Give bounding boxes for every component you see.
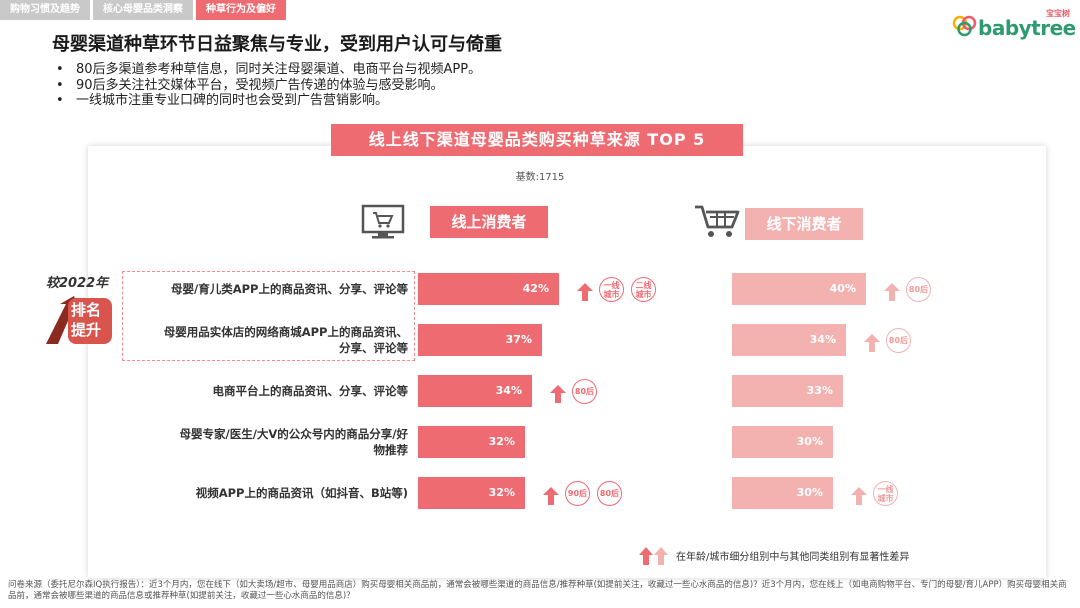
tag-text: 城市 (603, 289, 620, 299)
offline-bar: 40% (732, 273, 866, 305)
tag-text: 城市 (635, 289, 652, 299)
category-label: 母婴专家/医生/大V的公众号内的商品分享/好物推荐 (108, 426, 409, 458)
rank-improved-highlight (122, 271, 415, 361)
category-label: 电商平台上的商品资讯、分享、评论等 (108, 383, 409, 399)
compare-year-label: 较2022年 (46, 276, 109, 291)
logo-cn-text: 宝宝树 (1046, 9, 1070, 18)
significance-tag: 二线 城市 (631, 277, 656, 302)
significance-tag: 80后 (906, 277, 931, 302)
significance-tag: 80后 (886, 328, 911, 353)
offline-consumers-header: 线下消费者 (745, 208, 863, 240)
category-label-line: 母婴专家/医生/大V的公众号内的商品分享/好 (179, 427, 409, 441)
tag-text: 城市 (877, 493, 894, 503)
rank-up-line2: 提升 (70, 321, 101, 339)
category-label: 母婴/育儿类APP上的商品资讯、分享、评论等 (108, 281, 408, 297)
bullet-item: 80后多渠道参考种草信息，同时关注母婴渠道、电商平台与视频APP。 (54, 62, 481, 78)
category-label-line: 分享、评论等 (339, 341, 408, 355)
bullet-item: 90后多关注社交媒体平台，受视频广告传递的体验与感受影响。 (54, 78, 481, 94)
footnote: 问卷来源（委托尼尔森IQ执行报告）：近3个月内，您在线下（如大卖场/超市、母婴用… (8, 580, 1067, 601)
category-label: 视频APP上的商品资讯（如抖音、B站等) (108, 485, 408, 501)
babytree-logo: 宝宝树 babytree (950, 6, 1076, 40)
significance-up-arrow (550, 385, 566, 403)
tab-seeding-behavior[interactable]: 种草行为及偏好 (196, 0, 286, 20)
category-label: 母婴用品实体店的网络商城APP上的商品资讯、分享、评论等 (108, 324, 408, 356)
online-bar: 37% (418, 324, 542, 356)
tab-shopping-habits[interactable]: 购物习惯及趋势 (0, 0, 90, 20)
rank-up-label: 排名 提升 (66, 300, 106, 340)
section-tabs: 购物习惯及趋势 核心母婴品类洞察 种草行为及偏好 (0, 0, 289, 20)
significance-up-arrow (577, 283, 593, 301)
online-bar: 34% (418, 375, 532, 407)
logo-en-text: babytree (978, 16, 1076, 40)
offline-bar: 34% (732, 324, 846, 356)
category-label-line: 母婴用品实体店的网络商城APP上的商品资讯、 (163, 325, 408, 339)
chart-panel (88, 146, 1046, 578)
legend-text: 在年龄/城市细分组别中与其他同类组别有显著性差异 (676, 552, 910, 563)
bullet-item: 一线城市注重专业口碑的同时也会受到广告营销影响。 (54, 93, 481, 109)
page-title: 母婴渠道种草环节日益聚焦与专业，受到用户认可与倚重 (52, 34, 502, 55)
significance-tag: 80后 (597, 481, 622, 506)
online-bar: 32% (418, 477, 525, 509)
tag-text: 一线 (603, 280, 620, 290)
significance-tag: 80后 (572, 379, 597, 404)
category-label-line: 物推荐 (373, 443, 409, 457)
significance-up-arrow (884, 283, 900, 301)
significance-up-arrow (864, 334, 880, 352)
significance-tag: 一线 城市 (873, 481, 898, 506)
offline-bar: 30% (732, 477, 833, 509)
category-label-line: 视频APP上的商品资讯（如抖音、B站等) (195, 486, 408, 500)
up-arrow-icon (639, 547, 668, 565)
babytree-logo-mark-icon (952, 15, 977, 37)
shopping-cart-icon (695, 205, 740, 237)
significance-up-arrow (543, 487, 559, 505)
tag-text: 二线 (635, 280, 652, 290)
rank-up-arrow-icon (46, 296, 112, 344)
significance-tag: 一线 城市 (599, 277, 624, 302)
online-consumers-header: 线上消费者 (430, 206, 548, 238)
rank-up-line1: 排名 (70, 301, 101, 319)
chart-title: 线上线下渠道母婴品类购买种草来源 TOP 5 (331, 124, 743, 156)
tab-core-category[interactable]: 核心母婴品类洞察 (93, 0, 193, 20)
category-label-line: 母婴/育儿类APP上的商品资讯、分享、评论等 (171, 282, 408, 296)
insight-bullets: 80后多渠道参考种草信息，同时关注母婴渠道、电商平台与视频APP。 90后多关注… (54, 62, 481, 109)
offline-bar: 33% (732, 375, 843, 407)
tag-text: 一线 (877, 484, 894, 494)
significance-tag: 90后 (565, 481, 590, 506)
online-bar: 32% (418, 426, 525, 458)
computer-cart-icon (361, 204, 405, 239)
offline-bar: 30% (732, 426, 833, 458)
category-label-line: 电商平台上的商品资讯、分享、评论等 (212, 384, 409, 398)
significance-up-arrow (851, 487, 867, 505)
online-bar: 42% (418, 273, 559, 305)
base-count: 基数:1715 (515, 172, 565, 183)
